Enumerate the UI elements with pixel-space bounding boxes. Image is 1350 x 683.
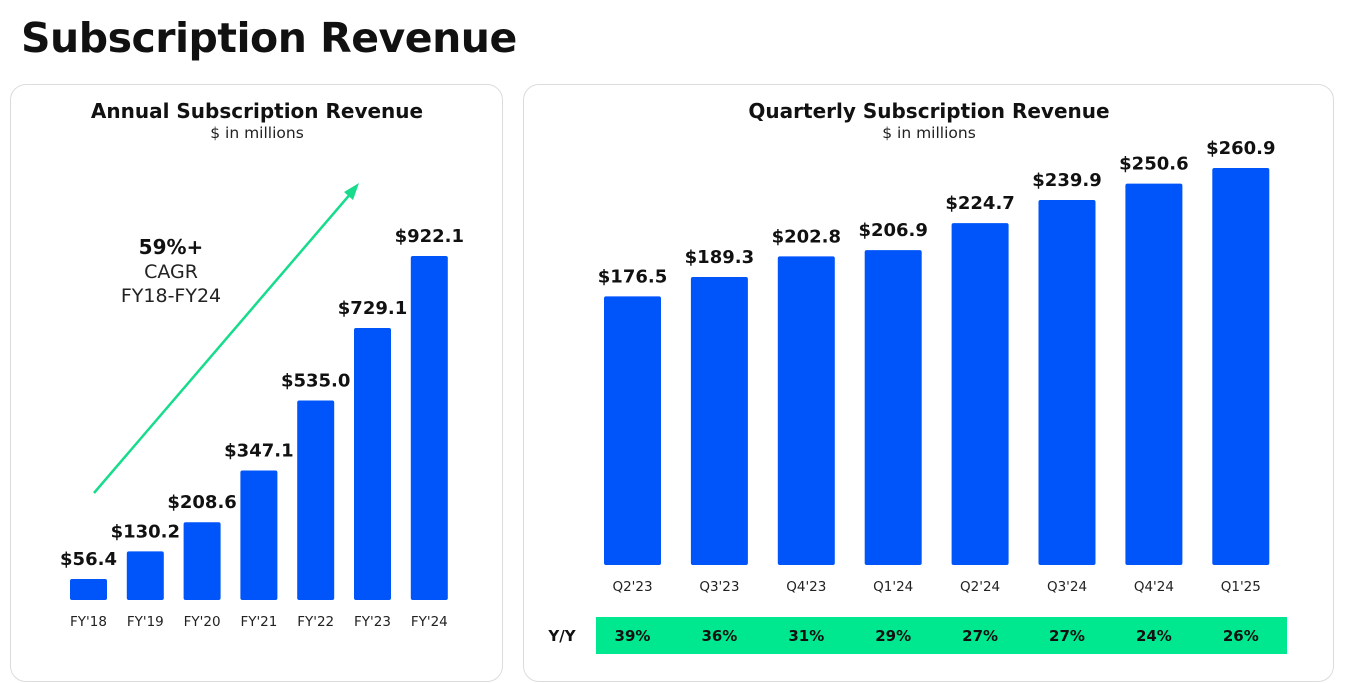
category-label-7: Q1'25 [1221,579,1261,595]
bar-3 [864,250,922,565]
value-label-6: $922.1 [395,226,464,247]
category-label-2: Q4'23 [786,579,826,595]
yoy-value-1: 36% [701,627,737,645]
cagr-period: FY18-FY24 [121,285,221,307]
quarterly-bars: $176.5 Q2'23 $189.3 Q3'23 $202.8 Q4'23 $206.9 Q… [598,138,1276,595]
annual-chart-subtitle: $ in millions [210,124,304,142]
bar-4 [951,223,1009,566]
category-label-0: Q2'23 [612,579,652,595]
bar-0 [604,296,661,565]
quarterly-revenue-panel: Quarterly Subscription Revenue $ in mill… [523,84,1334,682]
page-title: Subscription Revenue [21,14,517,62]
yoy-value-6: 24% [1136,627,1172,645]
value-label-1: $189.3 [685,247,754,268]
bar-2 [183,522,221,600]
value-label-3: $347.1 [224,441,293,462]
value-label-2: $208.6 [167,492,236,513]
bar-5 [1038,199,1096,565]
quarterly-chart-title: Quarterly Subscription Revenue [748,99,1109,123]
bar-1 [126,551,164,600]
yoy-band [596,617,1287,654]
category-label-1: FY'19 [127,614,164,630]
growth-arrow-head [344,183,359,200]
growth-arrow [93,183,359,494]
value-label-5: $239.9 [1032,170,1101,191]
category-label-5: FY'23 [354,614,391,630]
yoy-growth-row: 39% 36% 31% 29% 27% 27% 24% 26% [596,617,1287,654]
growth-arrow-line [93,191,353,494]
bar-6 [1125,183,1183,565]
annual-revenue-chart: Annual Subscription Revenue $ in million… [60,99,464,630]
cagr-label: CAGR [144,261,198,283]
value-label-4: $535.0 [281,370,350,391]
value-label-0: $56.4 [60,549,117,570]
yoy-value-0: 39% [615,627,651,645]
annual-revenue-panel: Annual Subscription Revenue $ in million… [10,84,503,682]
value-label-2: $202.8 [772,226,841,247]
bar-4 [297,400,335,600]
category-label-4: Q2'24 [960,579,1000,595]
annual-bars: $56.4 FY'18 $130.2 FY'19 $208.6 FY'20 $347.1 FY… [60,226,464,630]
category-label-3: FY'21 [240,614,277,630]
value-label-3: $206.9 [858,220,927,241]
bar-7 [1212,168,1270,565]
bar-6 [410,256,448,600]
quarterly-chart-subtitle: $ in millions [882,124,976,142]
bar-1 [690,276,748,565]
value-label-0: $176.5 [598,266,667,287]
category-label-6: Q4'24 [1134,579,1174,595]
category-label-1: Q3'23 [699,579,739,595]
value-label-1: $130.2 [111,521,180,542]
yoy-row-label: Y/Y [547,627,576,645]
bar-5 [354,328,391,600]
category-label-2: FY'20 [184,614,221,630]
value-label-5: $729.1 [338,298,407,319]
yoy-value-2: 31% [788,627,824,645]
category-label-5: Q3'24 [1047,579,1087,595]
value-label-6: $250.6 [1119,154,1188,175]
value-label-4: $224.7 [945,193,1014,214]
value-label-7: $260.9 [1206,138,1275,159]
category-label-4: FY'22 [297,614,334,630]
category-label-3: Q1'24 [873,579,913,595]
annual-chart-title: Annual Subscription Revenue [91,99,423,123]
yoy-value-4: 27% [962,627,998,645]
bar-0 [70,578,107,600]
yoy-value-7: 26% [1223,627,1259,645]
quarterly-revenue-chart: Quarterly Subscription Revenue $ in mill… [547,99,1287,654]
category-label-0: FY'18 [70,614,107,630]
bar-2 [777,256,835,565]
yoy-value-3: 29% [875,627,911,645]
cagr-headline: 59%+ [139,235,204,259]
bar-3 [240,470,278,600]
yoy-value-5: 27% [1049,627,1085,645]
category-label-6: FY'24 [411,614,448,630]
